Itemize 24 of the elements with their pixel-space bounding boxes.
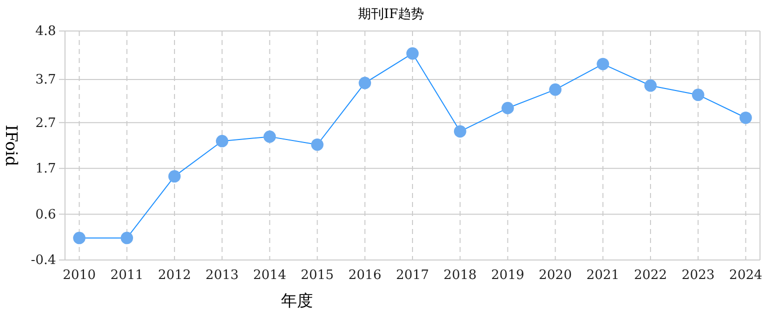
x-tick-label: 2012: [158, 268, 192, 284]
x-tick-label: 2022: [634, 268, 668, 284]
x-tick-label: 2021: [586, 268, 620, 284]
y-tick-label: 2.7: [35, 116, 56, 131]
y-tick-label: 1.7: [35, 162, 56, 177]
x-tick-label: 2010: [62, 268, 96, 284]
y-tick-label: 0.6: [35, 207, 56, 222]
x-tick-label: 2023: [682, 268, 715, 284]
x-tick-label: 2014: [253, 268, 286, 284]
x-tick-label: 2024: [729, 268, 762, 284]
x-tick-label: 2016: [348, 268, 382, 284]
y-tick-label: -0.4: [30, 253, 56, 268]
x-tick-label: 2019: [491, 268, 524, 284]
x-tick-label: 2017: [396, 268, 430, 284]
y-tick-label: 4.8: [35, 24, 56, 40]
y-axis-title: IFoid: [2, 124, 21, 166]
x-tick-label: 2015: [300, 268, 334, 284]
x-tick-label: 2011: [110, 268, 144, 284]
x-tick-label: 2013: [206, 268, 239, 284]
chart-title: 期刊IF趋势: [358, 7, 424, 22]
y-tick-label: 3.7: [35, 72, 56, 88]
x-tick-label: 2020: [538, 268, 572, 284]
x-tick-label: 2018: [444, 268, 477, 284]
x-axis-title: 年度: [281, 291, 313, 310]
